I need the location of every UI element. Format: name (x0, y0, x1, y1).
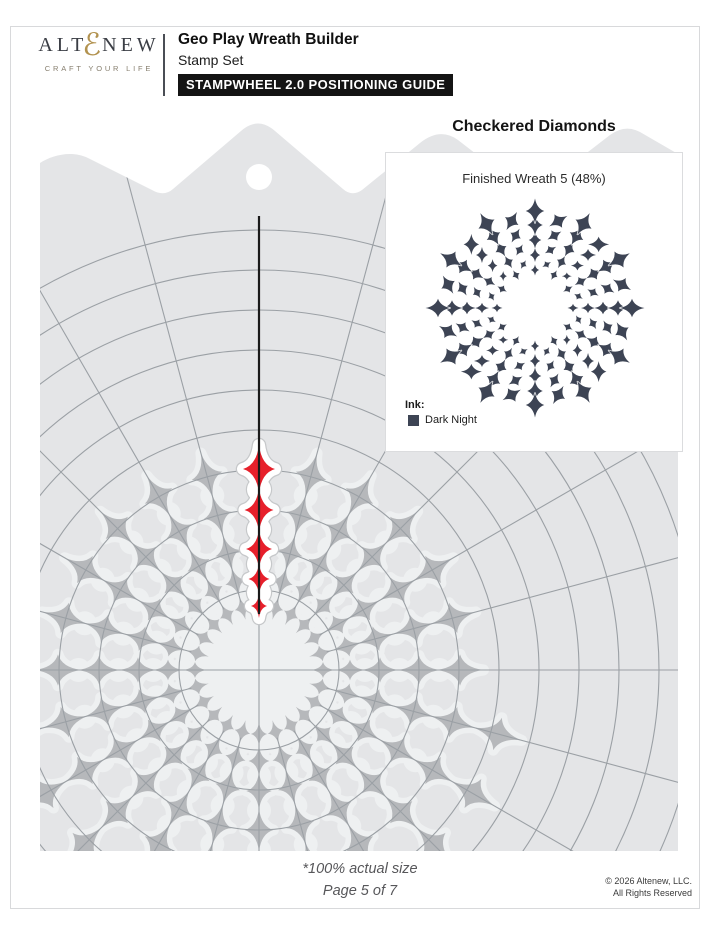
ink-name: Dark Night (425, 414, 477, 426)
actual-size-note: *100% actual size (302, 861, 418, 877)
ink-legend: Ink: Dark Night (405, 399, 477, 426)
wreath-preview (425, 198, 645, 418)
brand-wordmark: ALTℰNEW (28, 30, 170, 61)
ink-label: Ink: (405, 399, 425, 411)
brand-logo: ALTℰNEW CRAFT YOUR LIFE (28, 30, 170, 74)
guide-badge: STAMPWHEEL 2.0 POSITIONING GUIDE (178, 74, 454, 96)
footer-note: *100% actual size Page 5 of 7 (0, 858, 720, 902)
wreath-caption: Finished Wreath 5 (48%) (462, 171, 606, 186)
brand-left: ALT (38, 34, 88, 56)
header-divider (163, 34, 165, 96)
copyright: © 2026 Altenew, LLC. All Rights Reserved (605, 876, 692, 898)
page-number: Page 5 of 7 (322, 883, 398, 899)
ink-swatch (408, 414, 419, 426)
hanging-hole (246, 164, 272, 190)
brand-right: NEW (102, 34, 160, 56)
design-title: Checkered Diamonds (452, 118, 616, 135)
set-title: Geo Play Wreath Builder (178, 31, 359, 48)
brand-script-e-icon: ℰ (82, 27, 106, 63)
set-subtitle: Stamp Set (178, 52, 244, 68)
finished-wreath-image (386, 153, 682, 451)
finished-wreath-panel: Finished Wreath 5 (48%) Ink: Dark Night (385, 152, 683, 452)
brand-tagline: CRAFT YOUR LIFE (44, 64, 154, 73)
